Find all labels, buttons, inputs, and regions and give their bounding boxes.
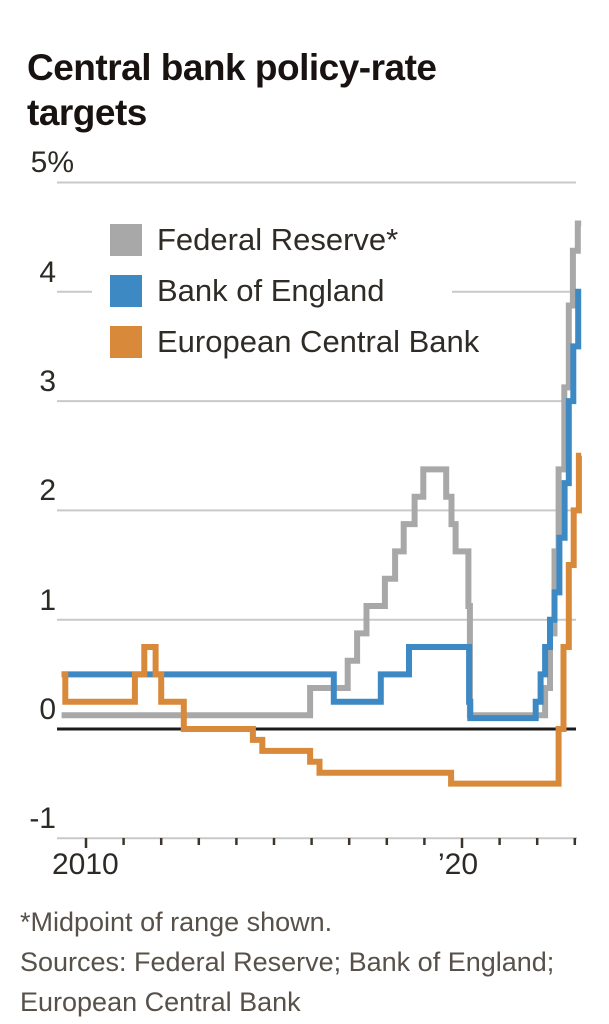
y-axis-label-5pct: 5%	[30, 146, 74, 179]
sources-line-1: Sources: Federal Reserve; Bank of Englan…	[20, 947, 555, 977]
y-axis-label-neg1: -1	[29, 802, 56, 835]
legend-label-federal-reserve: Federal Reserve*	[157, 222, 399, 257]
y-axis-label-4: 4	[39, 256, 56, 289]
chart-title: Central bank policy-rate targets	[27, 46, 437, 133]
fed-rate-line	[61, 220, 582, 719]
bank-of-england-swatch-icon	[110, 275, 142, 307]
legend-item-european-central-bank: European Central Bank	[110, 324, 480, 359]
federal-reserve-swatch-icon	[110, 224, 142, 256]
x-axis-label-2020: ’20	[438, 848, 479, 881]
y-axis-label-0: 0	[39, 693, 56, 726]
footnote: *Midpoint of range shown.	[20, 907, 333, 937]
boe-rate-line	[61, 288, 582, 722]
legend-label-european-central-bank: European Central Bank	[157, 324, 480, 359]
sources-line-2: European Central Bank	[20, 987, 301, 1017]
european-central-bank-swatch-icon	[110, 326, 142, 358]
y-axis-label-2: 2	[39, 474, 56, 507]
legend-item-bank-of-england: Bank of England	[110, 273, 385, 308]
legend-label-bank-of-england: Bank of England	[157, 273, 385, 308]
x-axis-label-2010: 2010	[52, 848, 119, 881]
ecb-rate-line	[61, 452, 582, 787]
chart-notes: *Midpoint of range shown. Sources: Feder…	[20, 902, 595, 1022]
y-axis-label-3: 3	[39, 365, 56, 398]
legend-item-federal-reserve: Federal Reserve*	[110, 222, 399, 257]
y-axis-label-1: 1	[39, 584, 56, 617]
